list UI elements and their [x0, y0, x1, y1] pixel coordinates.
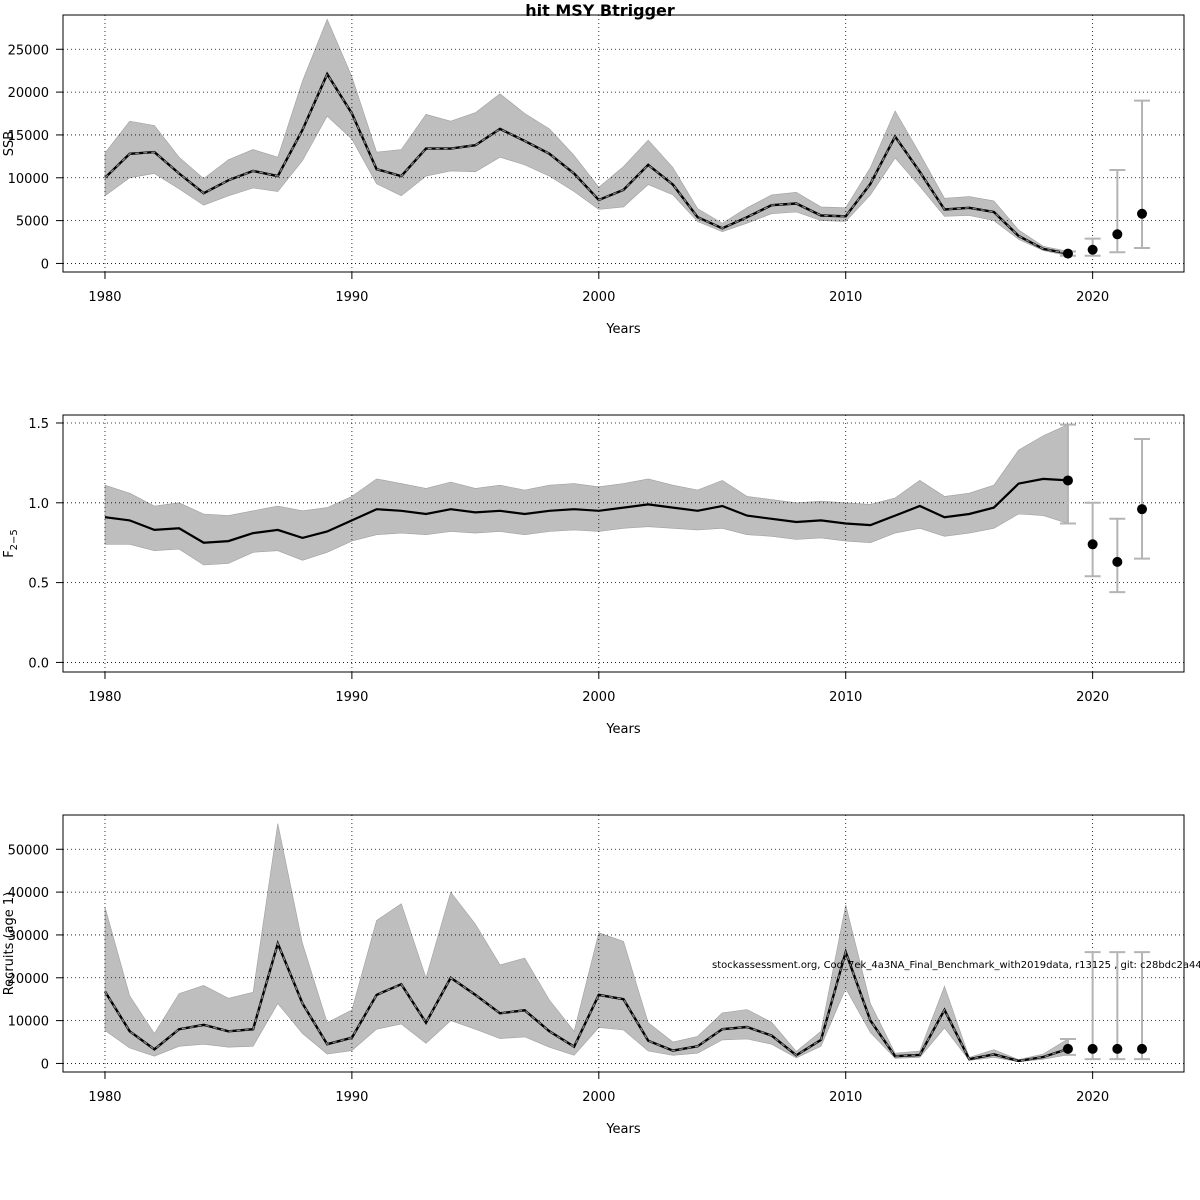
forecast-point [1087, 1043, 1098, 1054]
x-tick-label: 2020 [1076, 1090, 1109, 1105]
forecast-point [1062, 248, 1073, 259]
y-axis-label: SSB [2, 131, 17, 156]
x-axis-label: Years [605, 322, 641, 337]
estimate-line-dash [104, 72, 1069, 255]
x-tick-label: 1990 [335, 290, 368, 305]
x-tick-label: 2010 [829, 1090, 862, 1105]
y-tick-label: 20000 [8, 86, 49, 101]
forecast-point [1087, 539, 1098, 550]
confidence-band-fishing-mortality [104, 424, 1069, 566]
x-tick-label: 2020 [1076, 290, 1109, 305]
x-tick-label: 1990 [335, 1090, 368, 1105]
panel-ssb: 1980 1990 2000 2010 2020 0 5000 10000 15000 20000… [2, 14, 1185, 337]
chart-panels: 1980 1990 2000 2010 202005000100001500020000… [2, 14, 1185, 1137]
y-tick-label: 5000 [16, 215, 49, 230]
y-tick-label: 0 [41, 1057, 49, 1072]
x-axis-label: Years [605, 722, 641, 737]
panel-fishing-mortality: 1980 1990 2000 2010 2020 0.0 0.5 1.0 1.5 Years F2−… [2, 414, 1185, 737]
x-tick-label: 2000 [582, 690, 615, 705]
footnote-text: stockassessment.org, Cod_7ek_4a3NA_Final… [712, 960, 1200, 971]
x-tick-label: 2010 [829, 290, 862, 305]
x-tick-label: 1980 [88, 1090, 121, 1105]
x-tick-label: 1980 [88, 290, 121, 305]
y-tick-label: 15000 [8, 129, 49, 144]
y-axis-label: Recruits (age 1) [2, 892, 17, 996]
plot-frame [62, 814, 1185, 1073]
x-tick-label: 2020 [1076, 690, 1109, 705]
forecast-point [1137, 208, 1148, 219]
y-tick-label: 10000 [8, 1015, 49, 1030]
x-tick-label: 1990 [335, 690, 368, 705]
y-tick-label: 25000 [8, 43, 49, 58]
plot-frame [62, 414, 1185, 673]
y-tick-label: 0.5 [28, 577, 49, 592]
y-tick-label: 30000 [8, 929, 49, 944]
y-tick-label: 1.0 [28, 497, 49, 512]
panel-recruits: 1980 1990 2000 2010 2020 0 10000 20000 30000 4000… [2, 814, 1185, 1137]
figure-title: hit MSY Btrigger [525, 1, 675, 20]
y-tick-label: 0 [41, 257, 49, 272]
x-tick-label: 2000 [582, 290, 615, 305]
forecast-point [1137, 504, 1148, 515]
y-tick-label: 0.0 [28, 656, 49, 671]
forecast-point [1062, 1043, 1073, 1054]
x-axis-label: Years [605, 1122, 641, 1137]
forecast-point [1137, 1043, 1148, 1054]
forecast-point [1062, 475, 1073, 486]
x-tick-label: 1980 [88, 690, 121, 705]
plot-frame [62, 14, 1185, 273]
y-tick-label: 50000 [8, 843, 49, 858]
x-tick-label: 2010 [829, 690, 862, 705]
x-tick-label: 2000 [582, 1090, 615, 1105]
y-tick-label: 1.5 [28, 417, 49, 432]
y-tick-label: 40000 [8, 886, 49, 901]
forecast-point [1087, 244, 1098, 255]
estimate-line [104, 477, 1068, 544]
y-tick-label: 10000 [8, 172, 49, 187]
forecast-point [1112, 229, 1123, 240]
forecast-point [1112, 556, 1123, 567]
forecast-point [1112, 1043, 1123, 1054]
y-axis-label: F2−5 [2, 529, 20, 558]
confidence-band-recruits [104, 823, 1069, 1063]
y-tick-label: 20000 [8, 972, 49, 987]
estimate-line-dash [104, 941, 1069, 1062]
